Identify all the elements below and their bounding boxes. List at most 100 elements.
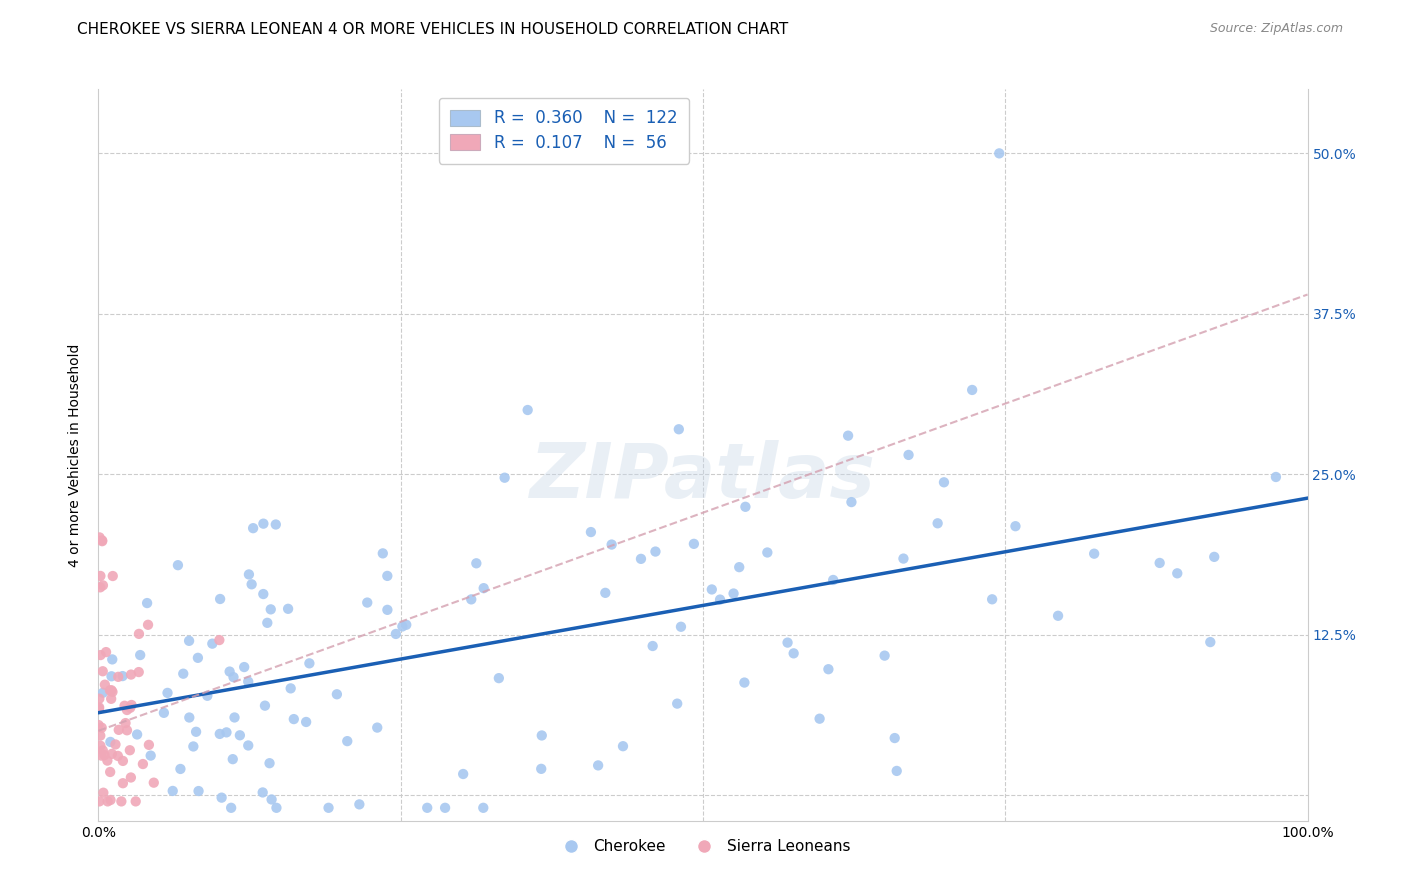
Point [187,650,209,665]
Point [215,725,238,739]
Point [326,687,349,701]
Point [218,665,240,679]
Point [776,635,799,649]
Point [153,706,176,720]
Point [121,698,143,712]
Point [195,689,218,703]
Point [89,691,111,706]
Point [107,670,129,684]
Point [90,648,112,662]
Point [100,683,122,698]
Point [960,383,983,397]
Point [89,530,111,544]
Point [586,758,609,772]
Point [129,648,152,662]
Point [349,797,371,812]
Point [91,686,114,700]
Point [172,666,194,681]
Point [886,764,908,778]
Point [96,754,118,768]
Point [229,728,252,742]
Point [1047,608,1070,623]
Point [837,428,859,442]
Point [201,637,224,651]
Point [125,794,148,808]
Point [100,691,122,706]
Point [516,403,538,417]
Point [89,580,111,594]
Point [224,710,246,724]
Point [98,764,121,779]
Point [700,582,723,597]
Point [110,794,132,808]
Point [89,700,111,714]
Point [252,785,274,799]
Point [336,734,359,748]
Point [90,721,112,735]
Point [162,784,184,798]
Point [87,702,110,716]
Point [277,602,299,616]
Point [101,569,124,583]
Point [530,729,553,743]
Point [128,627,150,641]
Point [756,545,779,559]
Point [132,757,155,772]
Point [253,698,276,713]
Point [391,619,413,633]
Point [377,603,399,617]
Point [1204,549,1226,564]
Point [101,747,124,761]
Point [897,448,920,462]
Point [530,762,553,776]
Point [156,686,179,700]
Point [211,790,233,805]
Point [734,500,756,514]
Point [100,793,122,807]
Point [91,743,114,757]
Point [472,581,495,595]
Point [90,748,112,763]
Point [893,551,915,566]
Point [666,697,689,711]
Point [460,592,482,607]
Point [183,739,205,754]
Text: ZIPatlas: ZIPatlas [530,440,876,514]
Point [494,471,516,485]
Point [208,727,231,741]
Point [169,762,191,776]
Point [808,712,831,726]
Point [256,615,278,630]
Point [252,587,274,601]
Point [612,739,634,754]
Point [89,729,111,743]
Point [136,617,159,632]
Point [101,685,124,699]
Point [644,544,666,558]
Point [87,718,110,732]
Point [375,569,398,583]
Point [91,578,114,592]
Point [630,552,652,566]
Point [240,577,263,591]
Point [209,592,232,607]
Point [120,667,142,681]
Text: Source: ZipAtlas.com: Source: ZipAtlas.com [1209,22,1343,36]
Point [465,556,488,570]
Point [115,723,138,738]
Point [669,620,692,634]
Point [283,712,305,726]
Point [1083,547,1105,561]
Point [89,794,111,808]
Point [222,670,245,684]
Point [91,534,114,549]
Point [93,786,115,800]
Point [91,665,114,679]
Point [1166,566,1188,581]
Point [927,516,949,531]
Point [187,784,209,798]
Point [488,671,510,685]
Point [233,660,256,674]
Point [128,665,150,679]
Point [264,517,287,532]
